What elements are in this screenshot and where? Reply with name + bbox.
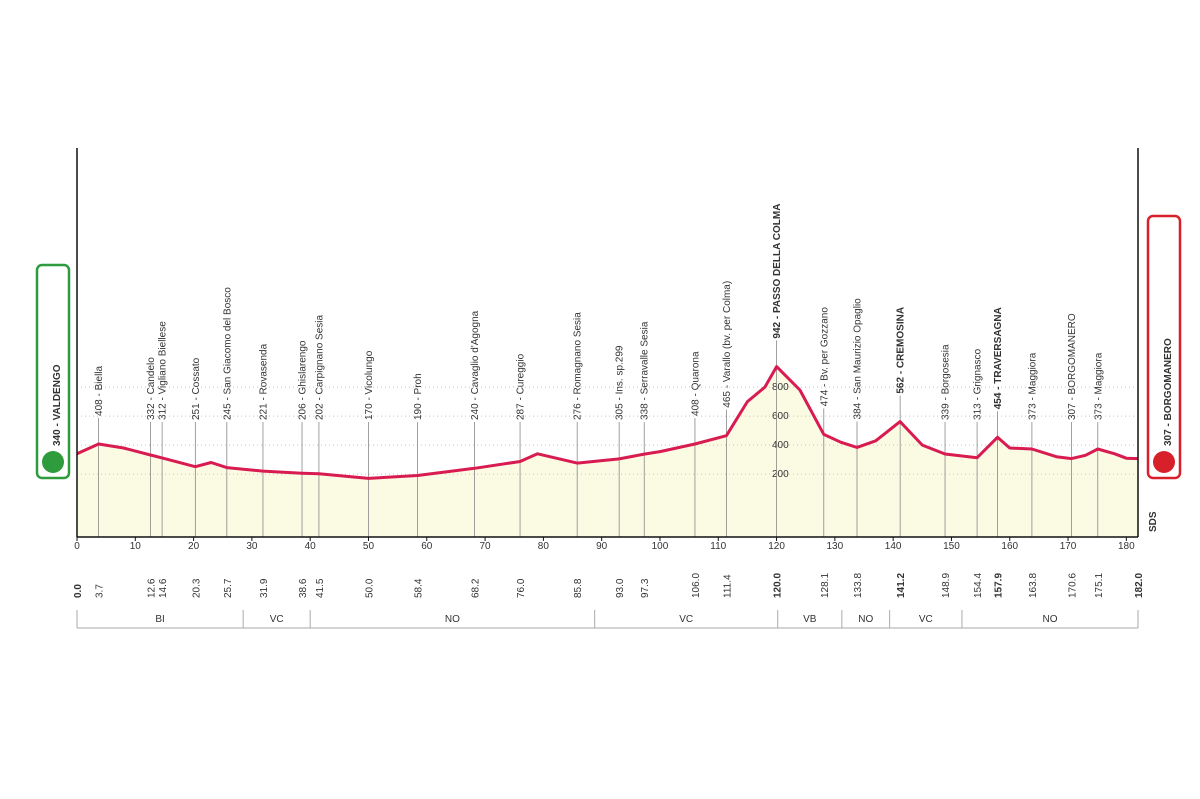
waypoint-label: 339 - Borgosesia (941, 344, 952, 420)
region-label: NO (858, 614, 873, 625)
waypoint-label: 245 - San Giacomo del Bosco (222, 287, 233, 420)
waypoint-label: 206 - Ghislarengo (298, 340, 309, 420)
x-tick-label: 160 (1001, 541, 1018, 552)
waypoint-label: 454 - TRAVERSAGNA (993, 307, 1004, 409)
km-label: 41.5 (315, 578, 326, 598)
y-tick-label: 800 (772, 382, 789, 393)
region-label: NO (445, 614, 460, 625)
waypoint-label: 562 - CREMOSINA (896, 307, 907, 394)
start-label: 340 - VALDENGO (52, 364, 63, 446)
x-tick-label: 60 (421, 541, 433, 552)
km-label: 175.1 (1094, 573, 1105, 598)
x-tick-label: 120 (768, 541, 785, 552)
km-label: 133.8 (853, 573, 864, 598)
x-tick-label: 20 (188, 541, 200, 552)
x-tick-label: 170 (1060, 541, 1077, 552)
credit: SDS (1148, 511, 1159, 532)
waypoint-label: 474 - Bv. per Gozzano (819, 307, 830, 407)
region-label: NO (1042, 614, 1057, 625)
finish-label: 307 - BORGOMANERO (1163, 338, 1174, 446)
x-tick-label: 0 (74, 541, 80, 552)
waypoint-label: 240 - Cavaglio d'Agogna (470, 310, 481, 420)
waypoint-label: 373 - Maggiora (1027, 352, 1038, 420)
km-label: 25.7 (223, 578, 234, 598)
waypoint-label: 307 - BORGOMANERO (1067, 313, 1078, 420)
region-label: VB (803, 614, 817, 625)
waypoint-label: 408 - Biella (94, 365, 105, 415)
y-tick-label: 600 (772, 411, 789, 422)
y-tick-label: 400 (772, 440, 789, 451)
region-label: VC (679, 614, 693, 625)
waypoint-label: 465 - Varallo (bv. per Colma) (722, 281, 733, 408)
x-tick-label: 90 (596, 541, 608, 552)
km-label: 141.2 (896, 573, 907, 598)
waypoint-label: 313 - Grignasco (973, 348, 984, 420)
km-label: 97.3 (640, 578, 651, 598)
waypoint-label: 942 - PASSO DELLA COLMA (772, 204, 783, 339)
start-icon (42, 451, 64, 473)
km-label: 31.9 (259, 578, 270, 598)
x-tick-label: 140 (885, 541, 902, 552)
km-label: 3.7 (95, 584, 106, 598)
waypoint-label: 305 - Ins. sp.299 (615, 345, 626, 420)
km-label: 93.0 (615, 578, 626, 598)
waypoint-label: 190 - Proh (413, 373, 424, 420)
km-label: 170.6 (1068, 573, 1079, 598)
x-tick-label: 30 (246, 541, 258, 552)
km-label: 182.0 (1134, 573, 1145, 598)
waypoint-label: 312 - Vigliano Biellese (158, 321, 169, 420)
x-tick-label: 70 (480, 541, 492, 552)
km-label: 163.8 (1028, 573, 1039, 598)
region-label: BI (155, 614, 164, 625)
region-label: VC (270, 614, 284, 625)
x-tick-label: 180 (1118, 541, 1135, 552)
waypoint-label: 276 - Romagnano Sesia (573, 312, 584, 420)
km-label: 0.0 (73, 584, 84, 598)
x-tick-label: 100 (652, 541, 669, 552)
waypoint-label: 221 - Rovasenda (258, 343, 269, 420)
km-label: 106.0 (691, 573, 702, 598)
y-tick-label: 200 (772, 469, 789, 480)
profile-line (76, 365, 1139, 480)
waypoint-label: 373 - Maggiora (1093, 352, 1104, 420)
km-label: 76.0 (516, 578, 527, 598)
waypoint-label: 287 - Cureggio (516, 353, 527, 420)
x-tick-label: 150 (943, 541, 960, 552)
finish-icon (1153, 451, 1175, 473)
waypoint-label: 338 - Serravalle Sesia (640, 321, 651, 420)
km-label: 120.0 (773, 573, 784, 598)
km-label: 58.4 (413, 578, 424, 598)
waypoint-label: 170 - Vicolungo (364, 350, 375, 420)
x-tick-label: 40 (305, 541, 317, 552)
km-label: 85.8 (573, 578, 584, 598)
x-tick-label: 50 (363, 541, 375, 552)
profile-area (77, 366, 1138, 537)
km-label: 50.0 (364, 578, 375, 598)
km-label: 157.9 (994, 573, 1005, 598)
region-label: VC (919, 614, 933, 625)
x-tick-label: 10 (130, 541, 142, 552)
waypoint-label: 384 - San Maurizio Opaglio (853, 298, 864, 420)
km-label: 14.6 (158, 578, 169, 598)
waypoint-label: 202 - Carpignano Sesia (314, 314, 325, 420)
waypoint-label: 251 - Cossato (191, 357, 202, 420)
finish-box (1146, 214, 1182, 480)
waypoint-label: 408 - Quarona (690, 351, 701, 416)
km-label: 38.6 (298, 578, 309, 598)
km-label: 20.3 (191, 578, 202, 598)
km-label: 128.1 (820, 573, 831, 598)
x-tick-label: 80 (538, 541, 550, 552)
km-label: 154.4 (973, 573, 984, 598)
km-label: 12.6 (146, 578, 157, 598)
waypoint-label: 332 - Candelo (146, 357, 157, 420)
km-label: 68.2 (471, 578, 482, 598)
x-tick-label: 130 (827, 541, 844, 552)
km-label: 111.4 (722, 574, 733, 598)
x-tick-label: 110 (710, 541, 726, 552)
start-box (35, 263, 71, 480)
km-label: 148.9 (941, 573, 952, 598)
